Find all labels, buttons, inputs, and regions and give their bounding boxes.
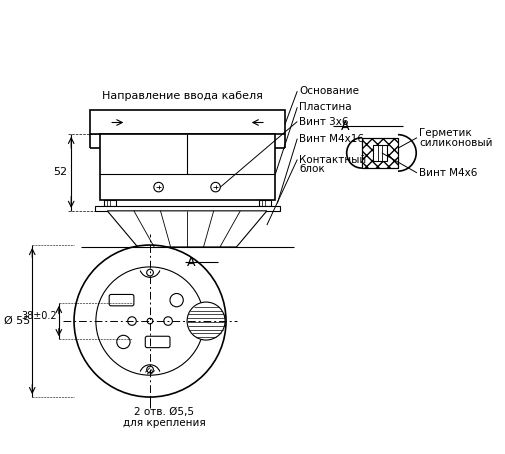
Bar bbox=[95, 206, 280, 211]
FancyBboxPatch shape bbox=[109, 295, 134, 306]
Circle shape bbox=[117, 336, 130, 349]
Text: Винт М4х6: Винт М4х6 bbox=[418, 168, 476, 178]
Text: А: А bbox=[186, 256, 195, 269]
Text: силиконовый: силиконовый bbox=[418, 138, 491, 148]
Text: Винт 3х6: Винт 3х6 bbox=[298, 117, 348, 127]
Circle shape bbox=[147, 318, 153, 324]
Text: для крепления: для крепления bbox=[123, 418, 205, 428]
Text: Основание: Основание bbox=[298, 86, 359, 96]
Bar bbox=[361, 138, 397, 168]
Bar bbox=[104, 200, 116, 206]
Circle shape bbox=[146, 366, 153, 373]
Bar bbox=[99, 134, 275, 200]
Bar bbox=[373, 145, 386, 161]
Bar bbox=[90, 110, 284, 134]
Text: Пластина: Пластина bbox=[298, 102, 351, 112]
Text: Ø 55: Ø 55 bbox=[4, 316, 30, 326]
Circle shape bbox=[146, 269, 153, 276]
Text: Винт М4х16: Винт М4х16 bbox=[298, 133, 364, 143]
Circle shape bbox=[211, 183, 220, 192]
Polygon shape bbox=[107, 211, 266, 247]
Bar bbox=[259, 200, 270, 206]
Text: Направление ввода кабеля: Направление ввода кабеля bbox=[102, 91, 262, 101]
Circle shape bbox=[154, 183, 163, 192]
Text: А: А bbox=[340, 120, 348, 133]
Circle shape bbox=[164, 317, 172, 326]
Bar bbox=[361, 138, 397, 168]
Circle shape bbox=[74, 245, 226, 397]
Text: 52: 52 bbox=[53, 168, 67, 178]
Text: Герметик: Герметик bbox=[418, 128, 471, 138]
Circle shape bbox=[95, 267, 204, 375]
Circle shape bbox=[127, 317, 136, 326]
Text: 2 отв. Ø5,5: 2 отв. Ø5,5 bbox=[134, 406, 194, 417]
Text: блок: блок bbox=[298, 164, 324, 174]
Circle shape bbox=[170, 293, 183, 307]
FancyBboxPatch shape bbox=[145, 336, 170, 348]
Text: Контактный: Контактный bbox=[298, 154, 366, 164]
Text: 38±0.2: 38±0.2 bbox=[21, 311, 57, 321]
Circle shape bbox=[187, 302, 225, 340]
